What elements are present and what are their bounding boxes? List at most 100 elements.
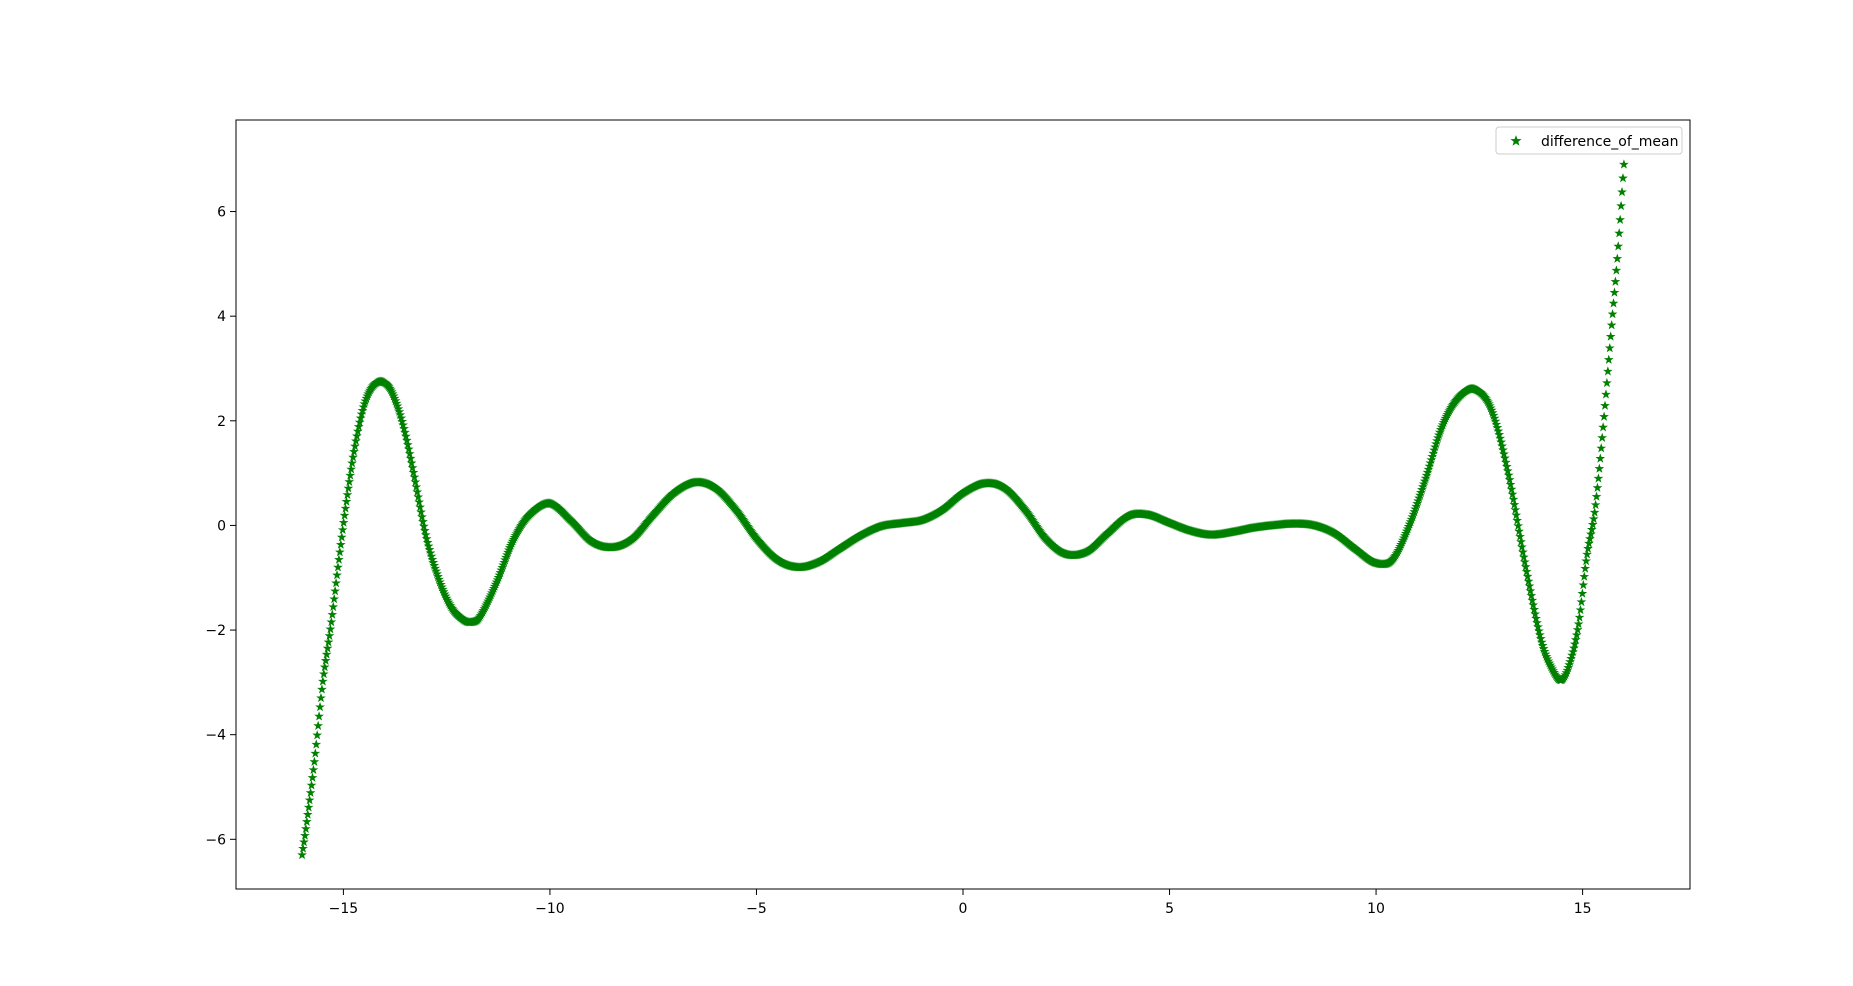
data-point <box>1523 576 1534 586</box>
data-point <box>402 439 413 449</box>
data-point <box>1619 159 1629 169</box>
x-tick-label: −10 <box>535 901 565 917</box>
legend-box <box>1495 126 1683 155</box>
data-point <box>340 503 351 513</box>
data-point <box>331 578 341 588</box>
data-point <box>1518 547 1528 557</box>
data-point <box>1593 473 1604 483</box>
axes: −15 −10 −5 0 5 10 15 −6 −4 −2 0 2 4 6 <box>205 119 1691 917</box>
data-point <box>1592 482 1603 492</box>
data-point <box>301 823 311 834</box>
data-point <box>333 562 343 572</box>
data-point <box>1576 596 1587 607</box>
data-point <box>297 849 307 860</box>
data-point <box>404 448 415 458</box>
data-point <box>1586 524 1597 534</box>
data-point <box>349 446 359 456</box>
data-point <box>1501 457 1511 467</box>
data-point <box>323 637 334 647</box>
data-point <box>1579 571 1590 581</box>
legend: difference_of_mean <box>1495 126 1683 155</box>
data-point <box>342 489 353 499</box>
data-point <box>1501 461 1512 471</box>
data-point <box>1589 507 1600 517</box>
data-point <box>298 843 308 853</box>
data-point <box>407 462 418 472</box>
data-point <box>315 701 325 712</box>
data-point <box>1595 453 1606 463</box>
data-point <box>1504 474 1515 484</box>
data-point <box>1617 186 1627 197</box>
data-point <box>320 655 331 665</box>
data-point <box>1571 629 1582 640</box>
data-point <box>302 809 313 819</box>
data-point <box>348 452 358 462</box>
data-point <box>341 496 352 506</box>
data-point <box>325 624 336 634</box>
data-point <box>338 517 349 527</box>
data-point <box>1574 612 1585 622</box>
data-point <box>1530 609 1541 619</box>
data-point <box>1514 526 1524 536</box>
data-point <box>1618 173 1628 183</box>
data-point <box>345 470 356 480</box>
data-point <box>1609 287 1620 297</box>
data-point <box>1615 214 1625 224</box>
y-tick-label: 6 <box>217 205 226 221</box>
data-point <box>1512 515 1523 525</box>
data-point <box>306 780 317 790</box>
data-point <box>1581 555 1591 566</box>
data-point <box>322 643 333 653</box>
data-point <box>1587 519 1598 529</box>
data-point <box>334 554 344 564</box>
data-point <box>416 507 426 517</box>
data-point <box>412 486 423 497</box>
data-point <box>1577 588 1588 598</box>
data-point <box>304 795 315 805</box>
data-point <box>406 458 417 468</box>
data-point <box>405 453 416 463</box>
data-point <box>1519 556 1530 567</box>
data-point <box>1499 448 1509 459</box>
data-point <box>1529 604 1540 614</box>
data-point <box>312 730 323 740</box>
data-point <box>303 802 314 812</box>
y-tick-label: 4 <box>217 309 226 325</box>
y-tick-label: −6 <box>205 832 226 848</box>
data-point <box>327 609 338 619</box>
data-point <box>336 532 347 542</box>
data-point <box>1520 561 1531 571</box>
data-point <box>346 464 357 474</box>
x-tick-label: 15 <box>1574 901 1592 917</box>
data-point <box>305 787 316 797</box>
data-point <box>1510 504 1521 515</box>
data-point <box>1508 494 1519 504</box>
data-point <box>301 816 312 826</box>
data-point <box>344 476 355 486</box>
data-point <box>1597 432 1608 442</box>
data-point <box>1583 543 1593 553</box>
data-point <box>328 601 339 612</box>
data-point <box>321 649 332 659</box>
data-point <box>1511 510 1522 520</box>
data-point <box>409 472 420 482</box>
data-point <box>1515 531 1525 541</box>
data-point <box>1591 491 1602 501</box>
data-point <box>1588 513 1599 524</box>
data-point <box>1606 320 1617 330</box>
data-point <box>402 435 412 445</box>
data-point <box>1614 228 1625 238</box>
data-point <box>1605 331 1616 341</box>
data-point <box>1610 276 1621 286</box>
data-point <box>410 477 421 487</box>
data-point <box>314 711 324 721</box>
data-point <box>1594 463 1605 473</box>
data-point <box>308 764 319 775</box>
data-point <box>1590 499 1601 510</box>
data-point <box>324 630 335 640</box>
data-point <box>318 676 328 686</box>
legend-label: difference_of_mean <box>1541 134 1678 150</box>
y-tick-label: 2 <box>217 414 226 430</box>
data-point <box>317 684 327 694</box>
